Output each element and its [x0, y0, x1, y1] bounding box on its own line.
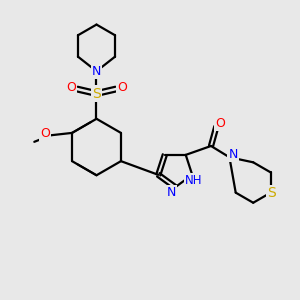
Text: O: O	[215, 117, 225, 130]
Text: O: O	[40, 127, 50, 140]
Text: O: O	[66, 81, 76, 94]
Text: O: O	[117, 81, 127, 94]
Text: NH: NH	[185, 174, 202, 187]
Text: N: N	[228, 148, 238, 161]
Text: S: S	[267, 186, 276, 200]
Text: S: S	[92, 86, 101, 100]
Text: N: N	[167, 186, 176, 199]
Text: N: N	[92, 65, 101, 78]
